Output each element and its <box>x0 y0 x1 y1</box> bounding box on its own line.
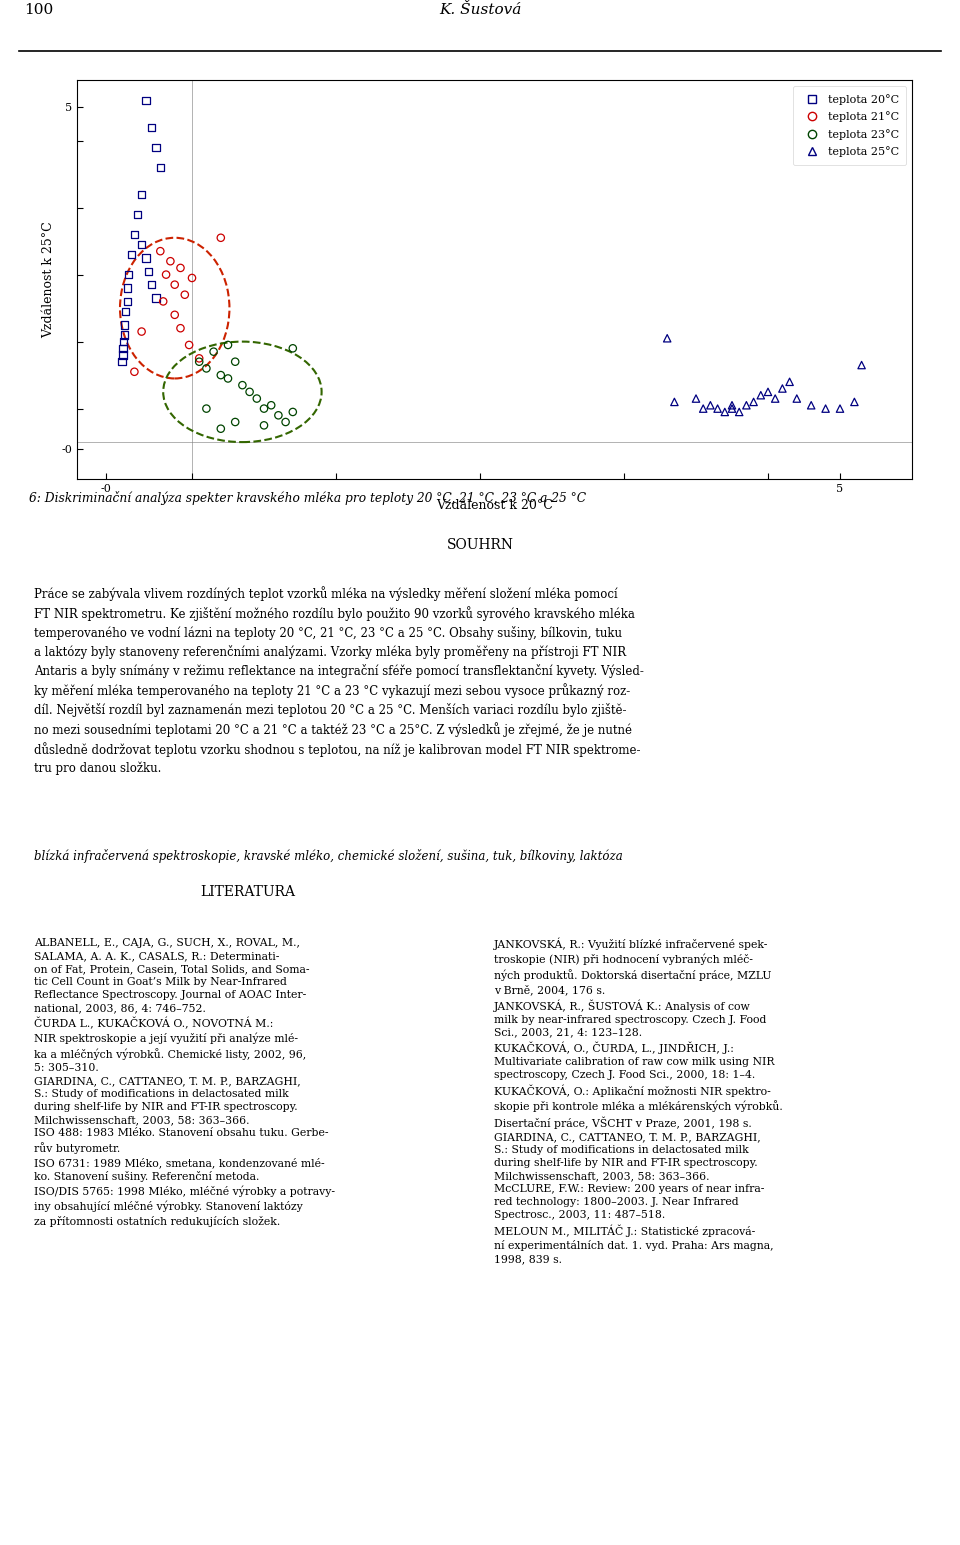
Point <box>847 389 862 414</box>
Point <box>760 380 776 405</box>
Point <box>804 392 819 417</box>
Point <box>768 386 783 411</box>
Point <box>148 134 163 159</box>
Point <box>153 154 168 179</box>
Point <box>116 329 132 354</box>
Point <box>119 289 134 314</box>
Point <box>138 246 154 270</box>
Point <box>138 88 154 113</box>
Point <box>660 326 675 351</box>
Point <box>746 389 761 414</box>
Point <box>118 300 133 324</box>
Text: 100: 100 <box>24 3 53 17</box>
Point <box>192 346 207 371</box>
Point <box>228 409 243 434</box>
Point <box>124 243 139 267</box>
Point <box>242 380 257 405</box>
Y-axis label: Vzdálenost k 25°C: Vzdálenost k 25°C <box>42 221 56 338</box>
Text: blízká infračervená spektroskopie, kravské mléko, chemické složení, sušina, tuk,: blízká infračervená spektroskopie, kravs… <box>34 850 622 864</box>
Point <box>199 396 214 420</box>
Point <box>717 400 732 425</box>
Point <box>271 403 286 428</box>
Text: LITERATURA: LITERATURA <box>201 885 296 899</box>
Point <box>235 372 251 397</box>
Point <box>832 396 848 420</box>
Point <box>133 232 150 256</box>
Point <box>121 263 136 287</box>
Point <box>144 272 159 297</box>
Point <box>184 266 200 290</box>
Point <box>144 114 159 139</box>
Point <box>167 272 182 297</box>
Point <box>854 352 870 377</box>
Point <box>173 315 188 340</box>
Point <box>725 396 740 420</box>
X-axis label: Vzdálenost k 20°C: Vzdálenost k 20°C <box>436 499 553 513</box>
Point <box>228 349 243 374</box>
Point <box>818 396 833 420</box>
Point <box>148 286 163 311</box>
Point <box>119 275 134 300</box>
Point <box>256 413 272 437</box>
Point <box>213 226 228 250</box>
Point <box>688 386 704 411</box>
Point <box>199 355 214 380</box>
Point <box>789 386 804 411</box>
Point <box>114 349 130 374</box>
Point <box>695 396 710 420</box>
Point <box>278 409 294 434</box>
Point <box>725 392 740 417</box>
Point <box>739 392 755 417</box>
Point <box>127 360 142 385</box>
Point <box>710 396 726 420</box>
Text: ALBANELL, E., CAJA, G., SUCH, X., ROVAL, M.,
SALAMA, A. A. K., CASALS, R.: Deter: ALBANELL, E., CAJA, G., SUCH, X., ROVAL,… <box>34 938 335 1227</box>
Point <box>167 303 182 328</box>
Point <box>782 369 798 394</box>
Point <box>213 363 228 388</box>
Text: K. Šustová: K. Šustová <box>439 3 521 17</box>
Point <box>703 392 718 417</box>
Text: SOUHRN: SOUHRN <box>446 538 514 552</box>
Point <box>173 255 188 280</box>
Point <box>221 332 236 357</box>
Point <box>177 283 192 307</box>
Point <box>285 400 300 425</box>
Point <box>133 182 150 207</box>
Text: Práce se zabývala vlivem rozdíných teplot vzorků mléka na výsledky měření složen: Práce se zabývala vlivem rozdíných teplo… <box>34 586 643 776</box>
Text: 6: Diskriminační analýza spekter kravského mléka pro teploty 20 °C, 21 °C, 23 °C: 6: Diskriminační analýza spekter kravské… <box>29 491 586 505</box>
Point <box>162 249 179 273</box>
Point <box>127 222 142 247</box>
Text: JANKOVSKÁ, R.: Využití blízké infračervené spek-
troskopie (NIR) při hodnocení v: JANKOVSKÁ, R.: Využití blízké infračerve… <box>494 938 783 1264</box>
Point <box>250 386 265 411</box>
Point <box>117 323 132 348</box>
Point <box>130 202 145 227</box>
Point <box>775 375 790 400</box>
Point <box>213 416 228 440</box>
Point <box>221 366 236 391</box>
Point <box>158 263 174 287</box>
Point <box>181 332 197 357</box>
Legend: teplota 20°C, teplota 21°C, teplota 23°C, teplota 25°C: teplota 20°C, teplota 21°C, teplota 23°C… <box>793 87 906 165</box>
Point <box>206 340 222 365</box>
Point <box>115 343 131 368</box>
Point <box>141 260 156 284</box>
Point <box>263 392 279 417</box>
Point <box>754 383 769 408</box>
Point <box>667 389 683 414</box>
Point <box>285 335 300 360</box>
Point <box>732 400 747 425</box>
Point <box>156 289 171 314</box>
Point <box>117 312 132 337</box>
Point <box>256 396 272 420</box>
Point <box>115 335 131 360</box>
Point <box>133 320 150 345</box>
Point <box>192 349 207 374</box>
Point <box>153 239 168 264</box>
